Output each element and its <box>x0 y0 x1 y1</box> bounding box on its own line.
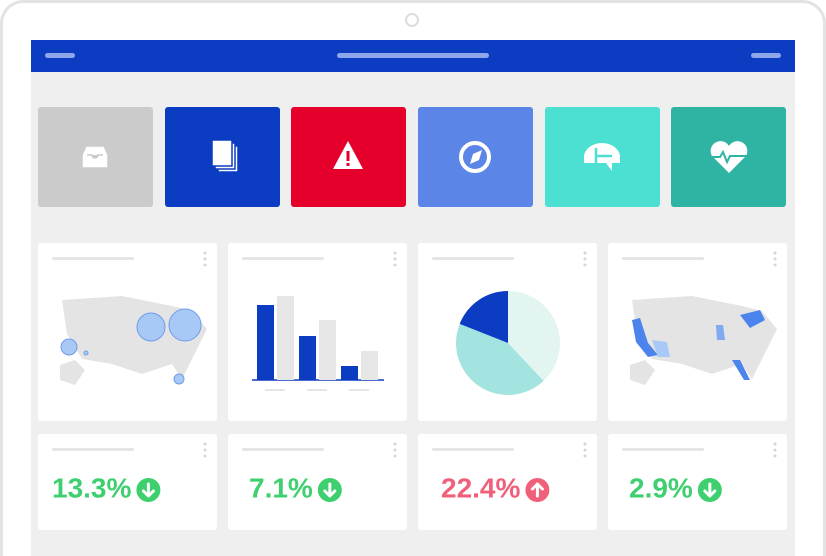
kpi-value: 2.9% <box>629 472 693 503</box>
bar <box>257 305 274 380</box>
card-menu-dot <box>773 257 777 261</box>
x-tick-line <box>349 389 369 391</box>
card-menu-dot <box>203 257 207 261</box>
card-menu-dot <box>203 442 207 446</box>
card[interactable] <box>418 434 597 530</box>
card-menu-dot <box>773 263 777 267</box>
trend-arrow <box>141 482 155 498</box>
card-menu-dot <box>393 448 397 452</box>
x-tick-line <box>265 389 285 391</box>
menu-line <box>751 53 781 58</box>
card[interactable] <box>228 243 407 421</box>
card-title-line <box>622 448 704 451</box>
card-menu-dot <box>773 448 777 452</box>
compass-needle <box>470 150 482 164</box>
card-menu-dot <box>203 251 207 255</box>
card-menu-dot <box>583 442 587 446</box>
card-menu-dot <box>773 251 777 255</box>
bar <box>299 336 316 380</box>
card-title-line <box>432 448 514 451</box>
card-menu-dot <box>393 251 397 255</box>
card-menu-dot <box>583 257 587 261</box>
x-tick-line <box>307 389 327 391</box>
kpi-value: 22.4% <box>441 472 520 503</box>
card-title-line <box>432 257 514 260</box>
card-menu-dot <box>393 454 397 458</box>
bar <box>361 351 378 380</box>
warning-dot <box>346 163 350 166</box>
pie-slice <box>508 291 560 381</box>
card-menu-dot <box>393 263 397 267</box>
pie-slice <box>455 323 544 396</box>
bar <box>277 296 294 380</box>
card-menu-dot <box>203 263 207 267</box>
card-title-line <box>622 257 704 260</box>
card-title-line <box>52 448 134 451</box>
kpi-value: 13.3% <box>52 472 131 503</box>
inbox-icon <box>81 145 109 169</box>
card-menu-dot <box>203 454 207 458</box>
tile[interactable] <box>38 107 153 207</box>
card-menu-dot <box>583 251 587 255</box>
card[interactable] <box>608 434 787 530</box>
card-menu-dot <box>773 442 777 446</box>
bar <box>319 320 336 380</box>
card-title-line <box>52 257 134 260</box>
chat-lines <box>594 148 612 164</box>
card-menu-dot <box>583 454 587 458</box>
card[interactable] <box>38 434 217 530</box>
trend-arrow <box>323 482 337 498</box>
bar <box>341 366 358 380</box>
card-title-line <box>242 448 324 451</box>
card-menu-dot <box>393 442 397 446</box>
pulse-line <box>710 149 748 165</box>
camera <box>405 13 419 27</box>
docs-icon <box>211 139 239 173</box>
warning-mark <box>346 151 350 161</box>
pie-slice <box>459 291 508 343</box>
trend-arrow <box>530 482 544 498</box>
card-menu-dot <box>773 454 777 458</box>
card-menu-dot <box>203 448 207 452</box>
card-title-line <box>242 257 324 260</box>
card-menu-dot <box>583 448 587 452</box>
menu-line <box>45 53 75 58</box>
card-menu-dot <box>583 263 587 267</box>
card-menu-dot <box>393 257 397 261</box>
trend-arrow <box>703 482 717 498</box>
map-highlight <box>632 310 765 380</box>
map-bubbles <box>60 308 202 385</box>
card[interactable] <box>228 434 407 530</box>
compass-icon <box>459 141 491 173</box>
kpi-value: 7.1% <box>249 472 313 503</box>
title-line <box>337 53 489 58</box>
